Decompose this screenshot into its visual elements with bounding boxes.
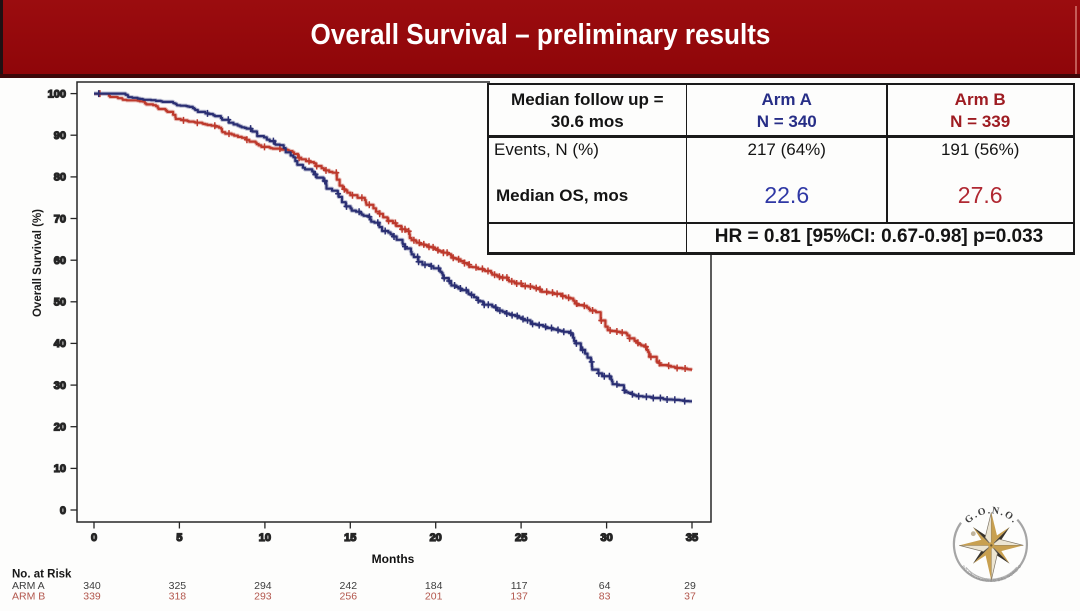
svg-text:339: 339: [83, 591, 101, 603]
svg-text:100: 100: [48, 88, 66, 100]
svg-text:15: 15: [344, 532, 356, 544]
svg-text:201: 201: [425, 591, 443, 603]
svg-text:10: 10: [54, 463, 66, 475]
svg-text:30: 30: [54, 380, 66, 392]
svg-text:Months: Months: [372, 552, 415, 566]
svg-text:30: 30: [600, 532, 612, 544]
svg-text:ARM A: ARM A: [12, 580, 45, 592]
svg-text:35: 35: [686, 532, 698, 544]
svg-text:83: 83: [599, 591, 611, 603]
svg-text:117: 117: [511, 580, 528, 592]
svg-text:10: 10: [259, 532, 271, 544]
svg-text:325: 325: [169, 580, 187, 592]
svg-text:60: 60: [54, 255, 66, 267]
svg-text:293: 293: [254, 591, 272, 603]
svg-text:5: 5: [176, 532, 182, 544]
svg-text:184: 184: [425, 580, 443, 592]
svg-text:20: 20: [54, 422, 66, 434]
svg-text:No. at Risk: No. at Risk: [12, 569, 72, 581]
svg-text:80: 80: [54, 172, 66, 184]
svg-text:ARM B: ARM B: [12, 591, 45, 603]
svg-text:242: 242: [340, 580, 358, 592]
svg-text:40: 40: [54, 338, 66, 350]
svg-text:25: 25: [515, 532, 527, 544]
svg-text:256: 256: [340, 591, 358, 603]
svg-text:29: 29: [684, 580, 696, 592]
svg-text:90: 90: [54, 130, 66, 142]
svg-text:137: 137: [510, 591, 528, 603]
svg-text:294: 294: [254, 580, 272, 592]
svg-text:64: 64: [599, 580, 611, 592]
svg-text:340: 340: [83, 580, 101, 592]
svg-text:318: 318: [169, 591, 187, 603]
svg-text:GRUPPO ONCOLOGICO DEL NORD OVE: GRUPPO ONCOLOGICO DEL NORD OVEST: [0, 0, 1022, 583]
svg-text:0: 0: [60, 505, 66, 517]
svg-text:50: 50: [54, 297, 66, 309]
svg-text:0: 0: [91, 532, 97, 544]
svg-text:37: 37: [684, 591, 696, 603]
svg-text:Overall Survival (%): Overall Survival (%): [32, 209, 44, 317]
svg-text:20: 20: [430, 532, 442, 544]
svg-text:70: 70: [54, 213, 66, 225]
